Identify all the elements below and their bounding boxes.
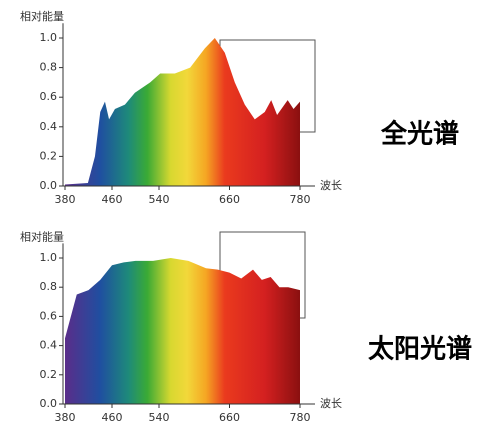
x-tick-label: 780 bbox=[290, 411, 311, 424]
y-tick-label: 0.2 bbox=[40, 368, 58, 381]
x-tick-label: 380 bbox=[55, 411, 76, 424]
x-tick-label: 540 bbox=[149, 193, 170, 206]
y-axis-label: 相对能量 bbox=[20, 9, 64, 23]
x-tick-label: 540 bbox=[149, 411, 170, 424]
x-tick-label: 780 bbox=[290, 193, 311, 206]
annotation: 太阳光谱 bbox=[368, 334, 472, 365]
y-tick-label: 0.2 bbox=[40, 149, 58, 162]
y-tick-label: 0.6 bbox=[40, 90, 58, 103]
x-tick-label: 460 bbox=[102, 411, 123, 424]
y-tick-label: 1.0 bbox=[40, 251, 58, 264]
annotation: 全光谱 bbox=[380, 119, 459, 150]
y-tick-label: 0.0 bbox=[40, 179, 58, 192]
y-tick-label: 1.0 bbox=[40, 31, 58, 44]
y-tick-label: 0.4 bbox=[40, 120, 58, 133]
x-tick-label: 460 bbox=[102, 193, 123, 206]
y-axis-label: 相对能量 bbox=[20, 229, 64, 243]
x-axis-label: 波长 bbox=[320, 179, 342, 192]
y-tick-label: 0.0 bbox=[40, 397, 58, 410]
x-tick-label: 380 bbox=[55, 193, 76, 206]
x-tick-label: 660 bbox=[219, 193, 240, 206]
y-tick-label: 0.8 bbox=[40, 280, 58, 293]
y-tick-label: 0.4 bbox=[40, 339, 58, 352]
spectrum-area bbox=[65, 258, 300, 404]
spectrum-area bbox=[65, 38, 300, 186]
x-axis-label: 波长 bbox=[320, 397, 342, 410]
y-tick-label: 0.8 bbox=[40, 61, 58, 74]
x-tick-label: 660 bbox=[219, 411, 240, 424]
y-tick-label: 0.6 bbox=[40, 309, 58, 322]
